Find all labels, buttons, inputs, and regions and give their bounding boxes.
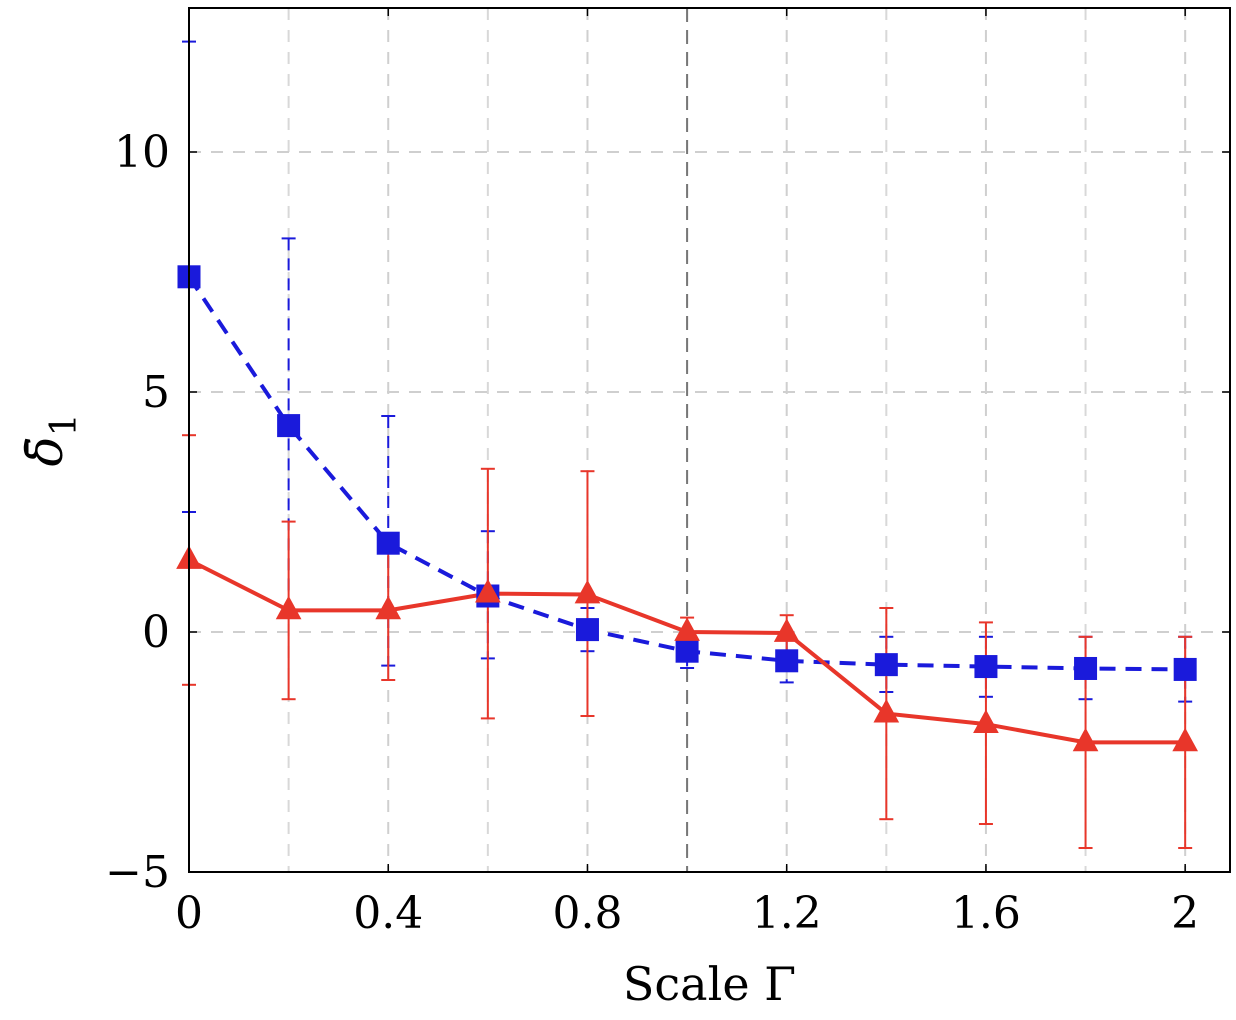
y-axis-label: δ̄1 — [16, 413, 85, 466]
triangle-marker — [375, 595, 402, 620]
square-marker — [974, 655, 998, 679]
square-marker — [675, 639, 699, 663]
square-marker — [1074, 656, 1098, 680]
triangle-marker — [873, 698, 900, 723]
plot-frame — [188, 7, 1231, 873]
series-markers — [176, 265, 1199, 752]
triangle-marker — [574, 579, 601, 604]
axis-ticks — [188, 8, 1230, 873]
square-marker — [575, 618, 599, 642]
y-tick-label: 5 — [142, 367, 170, 418]
x-tick-label: 0.4 — [353, 888, 423, 939]
square-marker — [874, 653, 898, 677]
x-tick-labels: 0 0.4 0.8 1.2 1.6 2 — [175, 888, 1199, 939]
y-tick-label: 10 — [114, 127, 170, 178]
triangle-marker — [674, 617, 700, 641]
triangle-marker — [475, 578, 501, 603]
y-axis-label-subscript: 1 — [44, 413, 85, 436]
triangle-marker — [1072, 727, 1099, 752]
square-marker — [277, 414, 301, 438]
square-marker — [1173, 657, 1197, 681]
x-tick-label: 0 — [175, 888, 203, 939]
y-tick-label: −5 — [105, 847, 170, 898]
triangle-marker — [773, 618, 800, 642]
y-axis-label-main: δ̄ — [16, 436, 74, 466]
x-axis-label: Scale Γ — [623, 957, 796, 1011]
x-tick-label: 0.8 — [552, 888, 622, 939]
triangle-marker — [973, 709, 999, 734]
y-tick-labels: −5 0 5 10 — [105, 127, 170, 898]
square-marker — [775, 649, 799, 673]
triangle-marker — [1172, 727, 1199, 752]
x-tick-label: 1.2 — [752, 888, 822, 939]
square-marker — [376, 531, 400, 555]
x-tick-label: 1.6 — [951, 888, 1021, 939]
grid-lines — [189, 8, 1230, 872]
x-tick-label: 2 — [1171, 888, 1199, 939]
triangle-marker — [275, 595, 302, 620]
y-tick-label: 0 — [142, 607, 170, 658]
